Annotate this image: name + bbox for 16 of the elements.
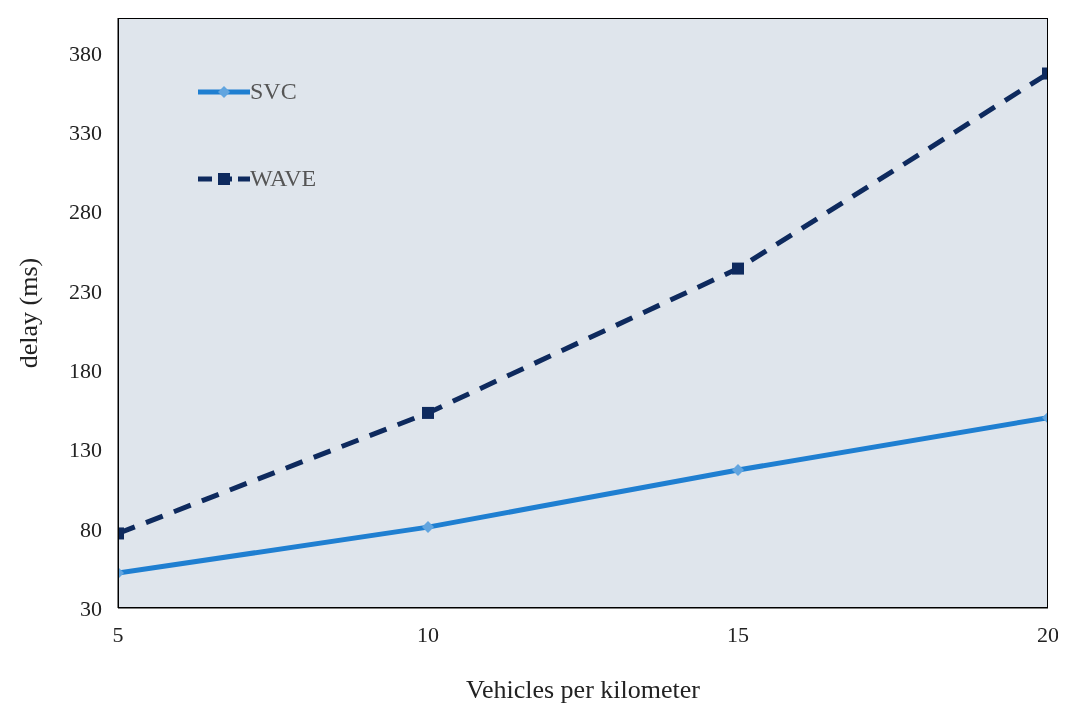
y-tick-label: 30 [80,595,102,621]
x-tick-label: 15 [727,621,749,647]
y-axis-title: delay (ms) [14,257,44,369]
x-tick-label: 5 [112,621,124,647]
y-tick-label: 380 [69,40,102,66]
x-tick-label: 10 [417,621,439,647]
y-tick-label: 230 [69,278,102,304]
y-tick-label: 130 [69,437,102,463]
y-tick-label: 180 [69,357,102,383]
legend-label: WAVE [250,165,317,192]
y-tick-label: 330 [69,120,102,145]
y-tick-label: 280 [69,199,102,225]
y-tick-label: 80 [80,516,102,542]
x-tick-label: 20 [1037,621,1059,647]
x-axis-title: Vehicles per kilometer [466,675,701,704]
legend-label: SVC [250,78,297,105]
